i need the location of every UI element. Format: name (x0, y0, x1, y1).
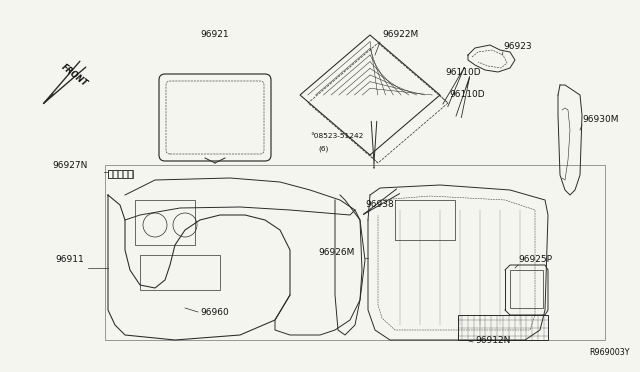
Text: °08523-51242: °08523-51242 (310, 133, 364, 139)
Text: 96923: 96923 (503, 42, 532, 51)
Text: R969003Y: R969003Y (589, 348, 630, 357)
Text: 96110D: 96110D (445, 68, 481, 77)
Text: 96925P: 96925P (518, 255, 552, 264)
Bar (118, 170, 122, 178)
Bar (108, 170, 112, 178)
Text: 96911: 96911 (55, 255, 84, 264)
Text: 96922M: 96922M (382, 30, 419, 39)
Bar (135, 200, 195, 245)
Bar (510, 270, 543, 308)
Text: 96927N: 96927N (52, 161, 88, 170)
Text: (6): (6) (318, 145, 328, 151)
Text: 96921: 96921 (201, 30, 229, 39)
Bar (108, 170, 133, 178)
Text: 96110D: 96110D (449, 90, 484, 99)
Bar (458, 315, 548, 340)
Bar (123, 170, 127, 178)
Bar (140, 255, 220, 290)
Bar (105, 165, 605, 340)
Text: 96938: 96938 (365, 200, 394, 209)
Bar (113, 170, 117, 178)
Text: 96926M: 96926M (318, 248, 355, 257)
Bar (128, 170, 132, 178)
Text: FRONT: FRONT (60, 62, 90, 88)
Text: 96930M: 96930M (582, 115, 618, 124)
Text: 96912N: 96912N (475, 336, 510, 345)
Text: 96960: 96960 (200, 308, 228, 317)
